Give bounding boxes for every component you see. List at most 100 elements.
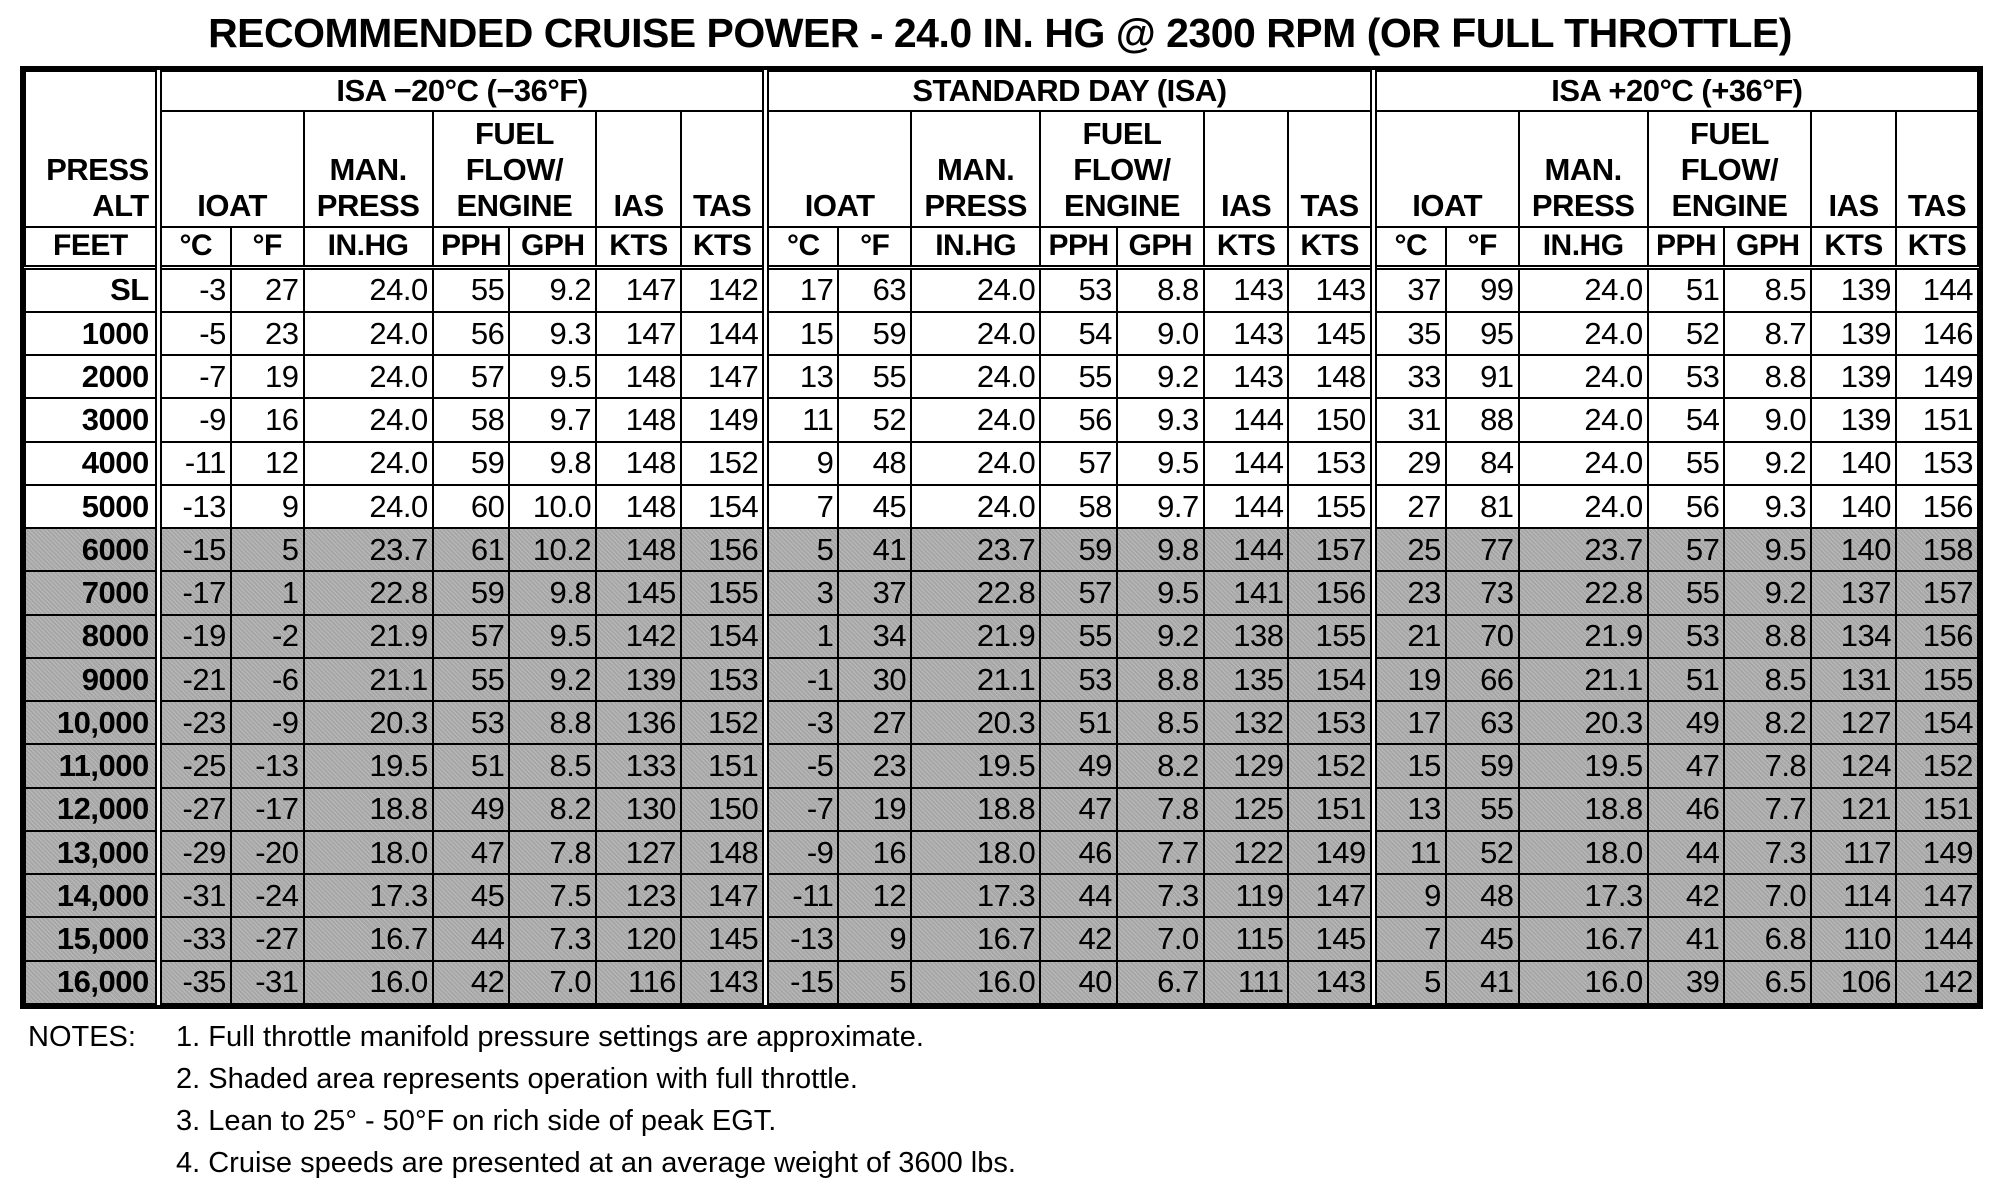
fuel-pph-cell: 42 [1646, 873, 1726, 919]
man-press-cell: 22.8 [302, 570, 434, 616]
fuel-pph-cell: 46 [1039, 829, 1118, 876]
fuel-pph-cell: 53 [1646, 354, 1726, 400]
fuel-flow-header-line: FLOW/ [1073, 152, 1171, 187]
ias-cell: 143 [1202, 266, 1290, 313]
tas-cell: 144 [679, 310, 767, 357]
man-press-cell: 18.8 [1517, 786, 1649, 832]
fuel-pph-cell: 46 [1646, 786, 1726, 832]
press-alt-cell: 11,000 [24, 743, 160, 789]
gph-unit-header: GPH [1723, 226, 1813, 270]
fuel-pph-cell: 53 [1039, 656, 1118, 703]
tas-cell: 155 [679, 570, 767, 616]
man-press-cell: 24.0 [302, 354, 434, 400]
gph-unit-header: GPH [508, 226, 598, 270]
ioat-f-cell: 27 [837, 700, 913, 746]
man-press-cell: 24.0 [1517, 310, 1649, 357]
fuel-pph-cell: 47 [1039, 786, 1118, 832]
fuel-flow-header-line: FUEL [474, 116, 554, 151]
ioat-c-cell: -1 [762, 656, 840, 703]
fuel-gph-cell: 9.3 [1115, 397, 1205, 443]
man-press-cell: 24.0 [302, 266, 434, 313]
ias-cell: 130 [595, 786, 682, 832]
man-press-header-line: PRESS [316, 188, 420, 223]
press-alt-cell: 10,000 [24, 700, 160, 746]
fuel-flow-header-line: ENGINE [1671, 188, 1788, 223]
man-press-cell: 22.8 [1517, 570, 1649, 616]
group-header-isa-plus-20: ISA +20°C (+36°F) [1369, 70, 1979, 112]
man-press-cell: 24.0 [910, 440, 1042, 486]
ias-cell: 121 [1810, 786, 1897, 832]
ioat-c-cell: 31 [1369, 397, 1447, 443]
ioat-f-cell: 16 [837, 829, 913, 876]
ioat-c-cell: -7 [154, 354, 232, 400]
table-body: SL -3 27 24.0 55 9.2 147 142 17 63 24.0 53 8.8 143 143… [24, 266, 1979, 1005]
ioat-f-cell: -27 [229, 916, 305, 962]
pph-unit-header: PPH [1646, 226, 1726, 270]
tas-cell: 157 [1287, 527, 1375, 573]
man-press-cell: 17.3 [1517, 873, 1649, 919]
ioat-f-cell: -2 [229, 613, 305, 659]
tas-header: TAS [679, 110, 767, 228]
man-press-cell: 20.3 [302, 700, 434, 746]
fuel-flow-header-line: ENGINE [456, 188, 573, 223]
tas-header: TAS [1894, 110, 1979, 228]
fuel-flow-header: FUEL FLOW/ENGINE [1039, 110, 1205, 228]
ias-cell: 106 [1810, 959, 1897, 1005]
fuel-pph-cell: 55 [431, 266, 511, 313]
press-alt-cell: 4000 [24, 440, 160, 486]
ioat-c-cell: -33 [154, 916, 232, 962]
fuel-pph-cell: 49 [1646, 700, 1726, 746]
tas-kts-unit-header: KTS [1894, 226, 1979, 270]
ias-cell: 148 [595, 397, 682, 443]
man-press-header: MAN. PRESS [910, 110, 1042, 228]
table-row: 7000 -17 1 22.8 59 9.8 145 155 3 37 22.8 57 9.5 141 15… [24, 570, 1979, 616]
fuel-pph-cell: 59 [1039, 527, 1118, 573]
man-press-cell: 24.0 [302, 310, 434, 357]
man-press-cell: 18.0 [1517, 829, 1649, 876]
fuel-gph-cell: 9.7 [508, 397, 598, 443]
ioat-c-cell: 9 [762, 440, 840, 486]
ioat-c-cell: 5 [1369, 959, 1447, 1005]
man-press-cell: 24.0 [910, 483, 1042, 530]
table-row: SL -3 27 24.0 55 9.2 147 142 17 63 24.0 53 8.8 143 143… [24, 266, 1979, 313]
ioat-f-cell: 27 [229, 266, 305, 313]
ioat-f-cell: 52 [1444, 829, 1520, 876]
group-header-standard-day: STANDARD DAY (ISA) [762, 70, 1375, 112]
ioat-c-cell: 15 [1369, 743, 1447, 789]
fuel-gph-cell: 9.5 [1115, 440, 1205, 486]
fuel-gph-cell: 6.5 [1723, 959, 1813, 1005]
man-press-cell: 17.3 [910, 873, 1042, 919]
ioat-c-cell: -3 [154, 266, 232, 313]
fuel-pph-cell: 55 [1039, 354, 1118, 400]
fuel-gph-cell: 8.8 [1115, 656, 1205, 703]
fuel-gph-cell: 8.8 [508, 700, 598, 746]
ias-cell: 139 [1810, 397, 1897, 443]
ioat-f-cell: 63 [837, 266, 913, 313]
ioat-c-cell: 13 [1369, 786, 1447, 832]
table-row: 8000 -19 -2 21.9 57 9.5 142 154 1 34 21.9 55 9.2 138 1… [24, 613, 1979, 659]
press-alt-cell: 8000 [24, 613, 160, 659]
man-press-cell: 24.0 [1517, 483, 1649, 530]
note-item: 4. Cruise speeds are presented at an ave… [176, 1147, 1016, 1179]
ioat-f-cell: -31 [229, 959, 305, 1005]
ias-cell: 120 [595, 916, 682, 962]
ias-cell: 148 [595, 354, 682, 400]
tas-cell: 155 [1287, 613, 1375, 659]
tas-cell: 149 [1894, 354, 1979, 400]
ioat-c-cell: -7 [762, 786, 840, 832]
press-alt-cell: 12,000 [24, 786, 160, 832]
press-alt-cell: 7000 [24, 570, 160, 616]
ioat-c-cell: -27 [154, 786, 232, 832]
ioat-c-cell: 21 [1369, 613, 1447, 659]
ioat-c-cell: -13 [762, 916, 840, 962]
ioat-f-cell: 55 [1444, 786, 1520, 832]
ias-cell: 114 [1810, 873, 1897, 919]
fuel-gph-cell: 9.2 [508, 266, 598, 313]
ioat-f-cell: 12 [229, 440, 305, 486]
fuel-gph-cell: 7.0 [1723, 873, 1813, 919]
tas-cell: 154 [1287, 656, 1375, 703]
ioat-c-cell: 29 [1369, 440, 1447, 486]
man-press-cell: 24.0 [910, 266, 1042, 313]
ias-cell: 139 [1810, 354, 1897, 400]
fuel-pph-cell: 49 [431, 786, 511, 832]
